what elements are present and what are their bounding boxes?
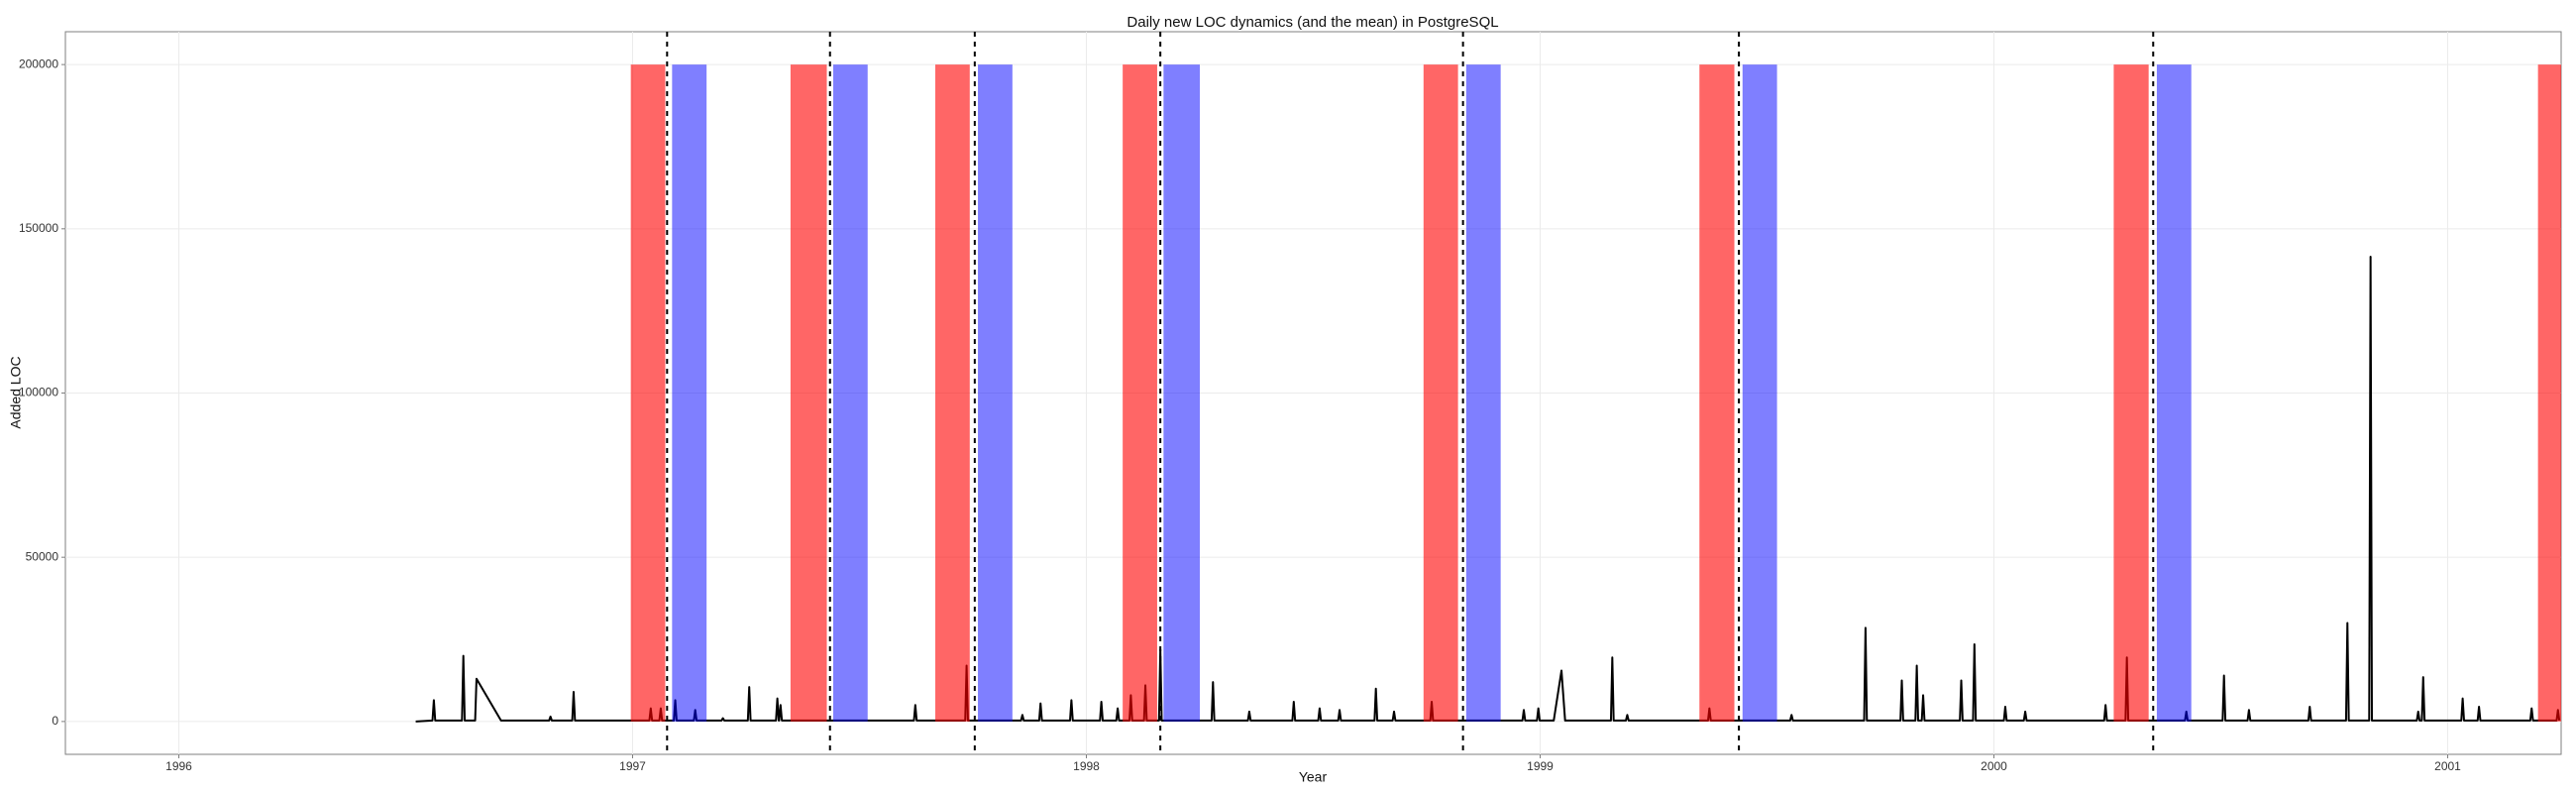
x-tick-label: 2001 — [2434, 759, 2461, 773]
plot-area — [415, 32, 2561, 754]
axes: 0 50000 100000 150000 200000 1996 1997 1998 1999… — [19, 57, 2461, 773]
x-axis-title: Year — [1299, 769, 1328, 785]
y-tick-label: 200000 — [19, 57, 58, 70]
y-tick-label: 0 — [52, 714, 58, 728]
y-tick-label: 100000 — [19, 386, 58, 399]
y-tick-label: 150000 — [19, 221, 58, 235]
x-tick-label: 2000 — [1981, 759, 2007, 773]
window-band — [978, 64, 1013, 722]
window-band — [2156, 64, 2192, 722]
window-band — [1123, 64, 1157, 722]
window-band — [2113, 64, 2149, 722]
window-band — [672, 64, 707, 722]
window-band — [1423, 64, 1458, 722]
x-tick-label: 1996 — [165, 759, 192, 773]
y-tick-label: 50000 — [26, 549, 59, 563]
chart-title: Daily new LOC dynamics (and the mean) in… — [1127, 14, 1498, 31]
window-band — [832, 64, 868, 722]
window-band — [630, 64, 666, 722]
window-band — [1163, 64, 1200, 722]
window-band — [1465, 64, 1501, 722]
window-band — [1699, 64, 1735, 722]
y-axis-title: Added LOC — [8, 356, 24, 428]
window-band — [1742, 64, 1777, 722]
x-tick-label: 1997 — [619, 759, 646, 773]
data-line — [415, 255, 2561, 723]
x-tick-label: 1998 — [1073, 759, 1100, 773]
x-tick-label: 1999 — [1527, 759, 1554, 773]
window-band — [934, 64, 970, 722]
window-band — [2537, 64, 2561, 722]
window-band — [790, 64, 827, 722]
